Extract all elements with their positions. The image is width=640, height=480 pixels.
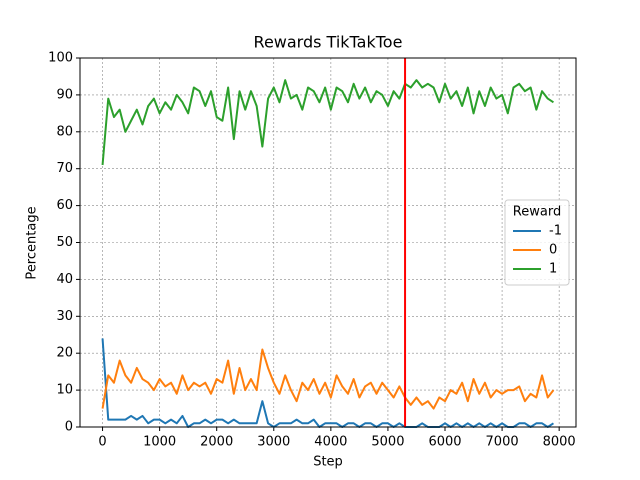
series-line <box>101 79 554 166</box>
x-axis-label: Step <box>313 455 343 470</box>
x-tick-label: 6000 <box>428 435 461 450</box>
x-tick-label: 4000 <box>314 435 347 450</box>
series-line <box>101 338 554 428</box>
y-tick-label: 30 <box>56 309 73 324</box>
legend-label: 1 <box>549 262 557 277</box>
chart-title: Rewards TikTakToe <box>254 33 403 52</box>
legend-title: Reward <box>513 205 561 220</box>
y-tick-label: 10 <box>56 383 73 398</box>
legend-label: 0 <box>549 243 557 258</box>
y-tick-label: 90 <box>56 87 73 102</box>
y-tick-label: 40 <box>56 272 73 287</box>
y-tick-label: 0 <box>65 420 73 435</box>
y-axis-label: Percentage <box>25 206 40 279</box>
legend-label: -1 <box>549 224 562 239</box>
y-tick-label: 80 <box>56 124 73 139</box>
y-tick-label: 60 <box>56 198 73 213</box>
legend-box <box>504 199 570 286</box>
series-line <box>101 348 555 410</box>
x-tick-label: 0 <box>98 435 106 450</box>
x-tick-label: 3000 <box>257 435 290 450</box>
x-tick-label: 5000 <box>371 435 404 450</box>
y-tick-label: 20 <box>56 346 73 361</box>
y-tick-label: 100 <box>48 51 73 66</box>
y-tick-label: 70 <box>56 161 73 176</box>
y-tick-label: 50 <box>56 235 73 250</box>
x-tick-label: 1000 <box>143 435 176 450</box>
x-tick-label: 7000 <box>486 435 519 450</box>
x-tick-label: 8000 <box>543 435 576 450</box>
plot-frame <box>79 57 577 428</box>
x-tick-label: 2000 <box>200 435 233 450</box>
